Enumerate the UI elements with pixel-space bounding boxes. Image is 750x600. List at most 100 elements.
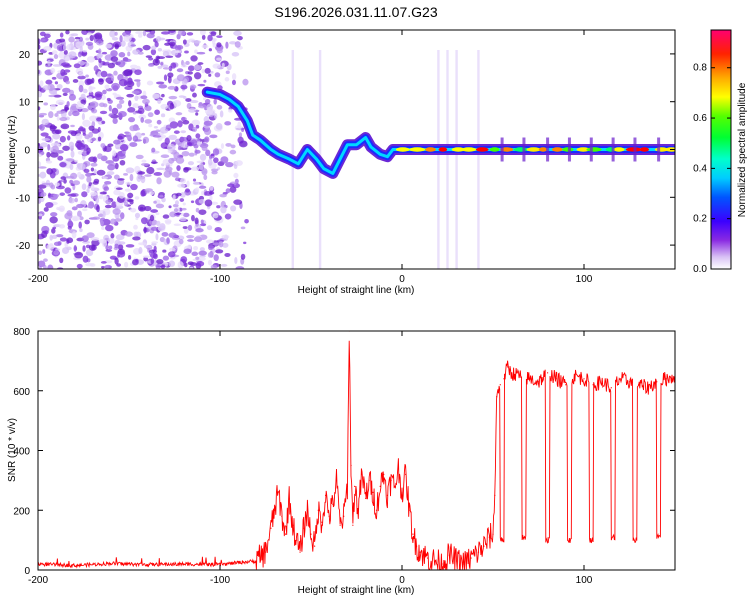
spectrogram-noise-speck xyxy=(170,62,177,69)
spectrogram-noise-speck xyxy=(112,92,117,96)
spectrogram-noise-speck xyxy=(70,124,75,128)
snr-data-point xyxy=(295,539,298,541)
spectrogram-noise-speck xyxy=(95,93,102,101)
spectrogram-noise-speck xyxy=(201,190,205,196)
ridge-spike xyxy=(522,137,526,162)
spectrogram-noise-speck xyxy=(54,129,62,135)
spectrogram-noise-speck xyxy=(177,120,183,128)
spectrogram-noise-speck xyxy=(51,228,56,234)
spectrogram-noise-speck xyxy=(164,166,173,172)
snr-data-point xyxy=(405,473,407,475)
spectrogram-noise-speck xyxy=(229,41,237,45)
spectrogram-noise-speck xyxy=(123,35,132,42)
spectrogram-noise-speck xyxy=(132,111,137,115)
spectrogram-noise-speck xyxy=(105,199,112,205)
spectrogram-noise-speck xyxy=(97,153,103,160)
spectrogram-noise-speck xyxy=(162,67,171,70)
snr-data-point xyxy=(375,509,378,511)
spectrogram-noise-speck xyxy=(38,38,41,45)
spectrogram-noise-speck xyxy=(230,205,237,212)
spectrogram-noise-speck xyxy=(190,55,198,62)
spectrogram-noise-speck xyxy=(92,216,101,220)
spectrogram-streak xyxy=(455,50,458,269)
spectrogram-noise-speck xyxy=(175,212,182,215)
spectrogram-noise-speck xyxy=(155,55,161,60)
spectrogram-noise-speck xyxy=(172,100,182,107)
spectrogram-noise-speck xyxy=(189,266,194,269)
spectrogram-noise-speck xyxy=(60,69,66,77)
spectrogram-noise-speck xyxy=(162,249,167,253)
spectrogram-noise-speck xyxy=(117,110,127,118)
spectrogram-noise-speck xyxy=(71,206,78,211)
spectrogram-noise-speck xyxy=(81,235,89,243)
snr-data-point xyxy=(412,533,414,535)
spectrogram-noise-speck xyxy=(138,246,143,255)
spectrogram-noise-speck xyxy=(167,76,172,84)
spectrogram-noise-speck xyxy=(212,248,216,254)
spectrogram-noise-speck xyxy=(160,103,169,110)
spectrogram-noise-speck xyxy=(60,62,70,67)
spectrogram-noise-speck xyxy=(143,245,152,249)
spectrogram-noise-speck xyxy=(192,126,198,132)
spectrogram-noise-speck xyxy=(196,141,202,147)
spectrogram-noise-speck xyxy=(54,182,60,187)
spectrogram-noise-speck xyxy=(208,48,212,52)
spectrogram-noise-speck xyxy=(111,201,117,209)
spectrogram-noise-speck xyxy=(77,150,83,155)
spectrogram-noise-speck xyxy=(64,106,70,111)
spectrogram-noise-speck xyxy=(210,153,215,157)
spectrogram-noise-speck xyxy=(220,263,228,267)
spectrogram-noise-speck xyxy=(243,241,247,245)
spectrogram-noise-speck xyxy=(50,103,57,111)
spectrogram-noise-speck xyxy=(205,239,215,244)
spectrogram-noise-speck xyxy=(49,147,53,152)
spectrogram-noise-speck xyxy=(56,84,63,90)
snr-data-point xyxy=(288,497,290,499)
x-tick-label: 100 xyxy=(576,274,593,285)
spectrogram-noise-speck xyxy=(86,205,93,209)
spectrogram-noise-speck xyxy=(60,176,67,180)
spectrogram-noise-speck xyxy=(112,150,117,157)
spectrogram-noise-speck xyxy=(55,99,65,105)
spectrogram-noise-speck xyxy=(176,165,181,172)
spectrogram-noise-speck xyxy=(204,136,210,143)
snr-data-point xyxy=(306,509,308,511)
spectrogram-noise-speck xyxy=(207,34,213,42)
spectrogram-noise-speck xyxy=(137,204,146,212)
spectrogram-noise-speck xyxy=(216,105,223,110)
spectrogram-noise-speck xyxy=(84,134,90,140)
spectrogram-noise-speck xyxy=(49,182,54,188)
spectrogram-noise-speck xyxy=(104,84,110,90)
spectrogram-noise-speck xyxy=(165,55,174,59)
spectrogram-noise-speck xyxy=(113,174,120,180)
spectrogram-noise-speck xyxy=(224,252,231,257)
spectrogram-noise-speck xyxy=(155,220,161,227)
spectrogram-noise-speck xyxy=(53,94,62,98)
spectrogram-noise-speck xyxy=(107,62,116,69)
y-tick-label: 600 xyxy=(13,387,30,398)
spectrogram-noise-speck xyxy=(195,124,200,129)
snr-y-ticks: 0 200 400 600 800 xyxy=(13,327,675,577)
snr-data-point xyxy=(496,396,498,398)
spectrogram-noise-speck xyxy=(142,136,150,144)
spectrogram-noise-speck xyxy=(116,103,123,109)
snr-data-point xyxy=(477,551,480,553)
spectrogram-noise-speck xyxy=(198,185,207,189)
spectrogram-noise-speck xyxy=(173,223,181,226)
spectrogram-noise-speck xyxy=(54,113,59,118)
spectrogram-noise-speck xyxy=(106,171,115,176)
spectrogram-noise-speck xyxy=(215,123,223,130)
x-tick-label: -100 xyxy=(210,274,230,285)
spectrogram-noise-speck xyxy=(142,90,147,97)
spectrogram-noise-speck xyxy=(196,51,206,55)
spectrogram-noise-speck xyxy=(113,70,118,76)
y-tick-label: 10 xyxy=(19,98,31,109)
spectrogram-noise-speck xyxy=(38,260,46,268)
spectrogram-noise-speck xyxy=(126,93,134,98)
spectrogram-noise-speck xyxy=(51,76,57,80)
ridge-spike xyxy=(567,137,571,162)
spectrogram-noise-speck xyxy=(140,162,150,166)
ridge-hotspot xyxy=(613,147,625,152)
spectrogram-noise-speck xyxy=(201,44,209,49)
ridge-hotspot xyxy=(513,147,529,152)
